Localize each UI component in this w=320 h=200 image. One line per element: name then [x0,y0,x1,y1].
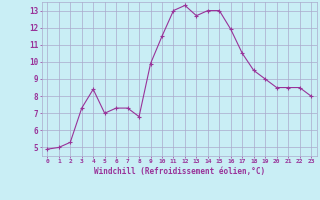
X-axis label: Windchill (Refroidissement éolien,°C): Windchill (Refroidissement éolien,°C) [94,167,265,176]
